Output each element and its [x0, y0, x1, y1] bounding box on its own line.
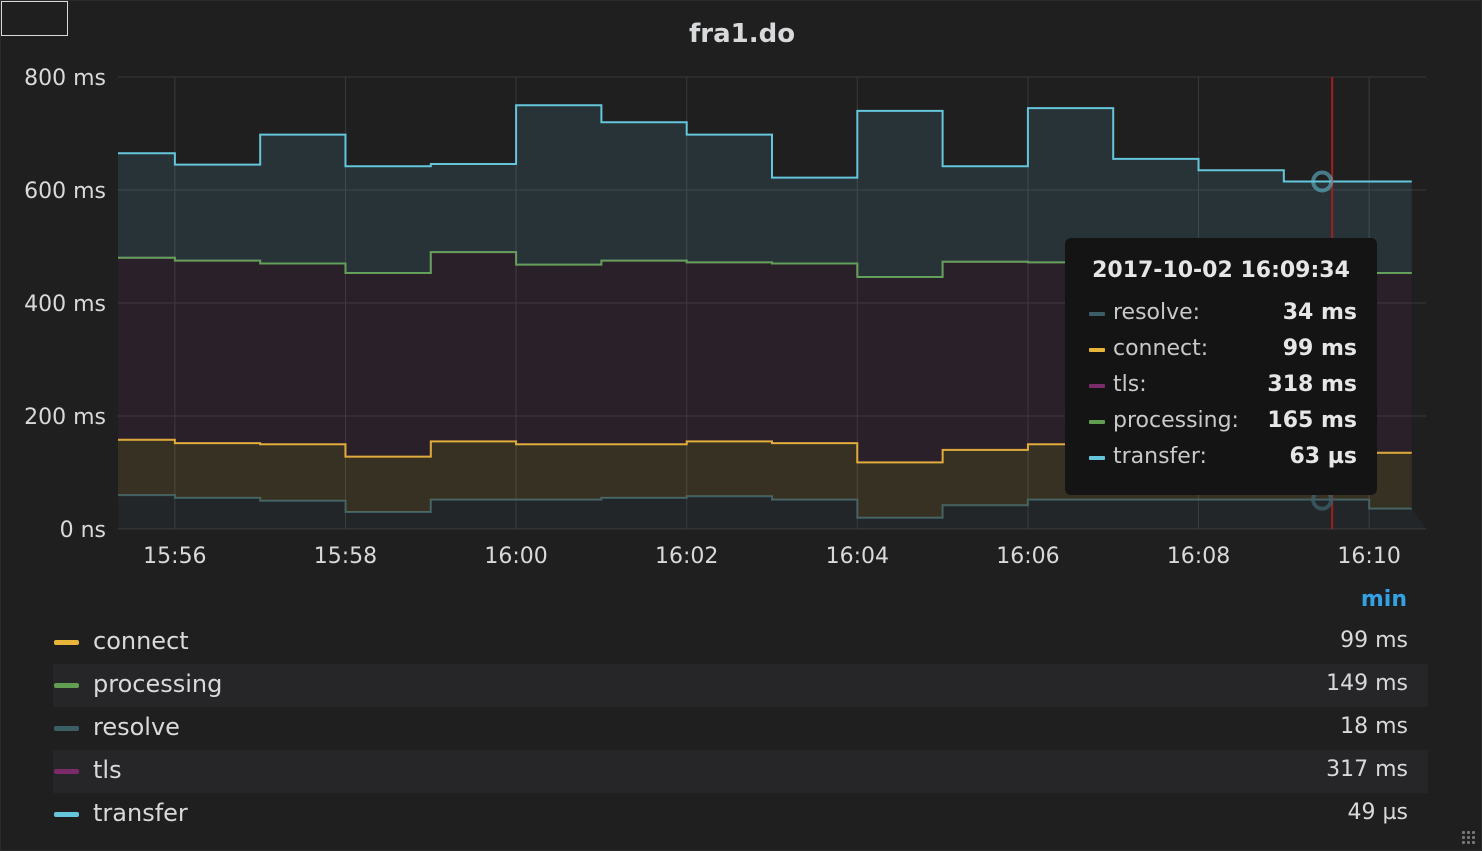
x-tick-label: 16:10: [1337, 544, 1400, 569]
x-tick-label: 16:06: [996, 544, 1059, 569]
x-tick-label: 16:02: [655, 544, 718, 569]
series-swatch-icon[interactable]: [54, 683, 79, 688]
tooltip-label: connect:: [1113, 336, 1209, 361]
legend-label[interactable]: processing: [93, 670, 223, 698]
y-tick-label: 0 ns: [60, 518, 106, 543]
series-swatch-icon[interactable]: [54, 812, 79, 817]
x-tick-label: 16:00: [484, 544, 547, 569]
series-line-transfer: [118, 104, 1412, 183]
legend-row-connect[interactable]: connect 99 ms: [53, 621, 1428, 664]
series-swatch-icon: [1089, 456, 1105, 460]
tooltip-value: 318 ms: [1267, 372, 1357, 397]
tooltip-row-processing: processing: 165 ms: [1065, 406, 1377, 438]
tooltip-label: transfer:: [1113, 444, 1207, 469]
tooltip-value: 34 ms: [1282, 300, 1357, 325]
series-swatch-icon[interactable]: [54, 769, 79, 774]
y-tick-label: 800 ms: [24, 66, 106, 91]
legend-row-tls[interactable]: tls 317 ms: [53, 750, 1428, 793]
tooltip-label: tls:: [1113, 372, 1147, 397]
series-line-resolve: [118, 494, 1412, 519]
legend-label[interactable]: transfer: [93, 799, 188, 827]
legend-row-resolve[interactable]: resolve 18 ms: [53, 707, 1428, 750]
tooltip-label: resolve:: [1113, 300, 1201, 325]
tooltip-row-tls: tls: 318 ms: [1065, 370, 1377, 402]
series-area-resolve: [118, 495, 1426, 529]
series-swatch-icon: [1089, 348, 1105, 352]
series-area-transfer: [118, 105, 1412, 278]
series-swatch-icon: [1089, 420, 1105, 424]
tooltip-value: 99 ms: [1282, 336, 1357, 361]
tooltip-label: processing:: [1113, 408, 1239, 433]
legend-label[interactable]: connect: [93, 627, 189, 655]
legend-value: 149 ms: [1326, 671, 1408, 696]
legend-value: 49 µs: [1347, 800, 1408, 825]
y-tick-label: 200 ms: [24, 405, 106, 430]
panel-menu-toggle[interactable]: [1, 1, 68, 36]
x-tick-label: 15:56: [143, 544, 206, 569]
legend-value: 99 ms: [1340, 628, 1408, 653]
tooltip-time: 2017-10-02 16:09:34: [1092, 258, 1350, 283]
legend-column-header-min[interactable]: min: [1360, 587, 1407, 612]
y-tick-label: 400 ms: [24, 292, 106, 317]
tooltip-value: 165 ms: [1267, 408, 1357, 433]
x-tick-label: 16:04: [826, 544, 889, 569]
series-swatch-icon: [1089, 384, 1105, 388]
hover-tooltip: 2017-10-02 16:09:34 resolve: 34 ms conne…: [1065, 238, 1377, 495]
x-tick-label: 16:08: [1167, 544, 1230, 569]
legend-row-transfer[interactable]: transfer 49 µs: [53, 793, 1428, 836]
resize-handle-icon[interactable]: [1461, 830, 1475, 844]
legend-label[interactable]: resolve: [93, 713, 180, 741]
tooltip-value: 63 µs: [1289, 444, 1357, 469]
legend-value: 18 ms: [1340, 714, 1408, 739]
legend-value: 317 ms: [1326, 757, 1408, 782]
y-tick-label: 600 ms: [24, 179, 106, 204]
legend-row-processing[interactable]: processing 149 ms: [53, 664, 1428, 707]
tooltip-row-connect: connect: 99 ms: [1065, 334, 1377, 366]
panel-title[interactable]: fra1.do: [688, 19, 796, 49]
x-tick-label: 15:58: [314, 544, 377, 569]
tooltip-row-resolve: resolve: 34 ms: [1065, 298, 1377, 330]
hover-point-transfer: [1311, 170, 1334, 193]
series-swatch-icon[interactable]: [54, 640, 79, 645]
legend-label[interactable]: tls: [93, 756, 122, 784]
series-swatch-icon: [1089, 312, 1105, 316]
tooltip-row-transfer: transfer: 63 µs: [1065, 442, 1377, 474]
series-swatch-icon[interactable]: [54, 726, 79, 731]
